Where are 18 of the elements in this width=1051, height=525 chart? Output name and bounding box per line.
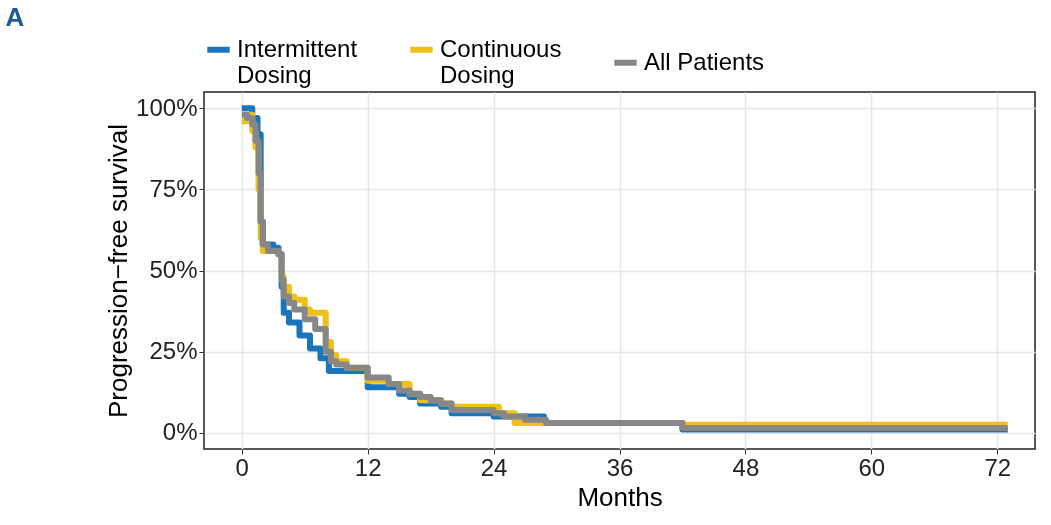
x-tick-label: 48 — [732, 453, 760, 481]
x-tick-label: 12 — [354, 453, 382, 481]
legend-label: All Patients — [644, 47, 765, 75]
x-tick-label: 0 — [235, 453, 249, 481]
chart-title: A — [5, 2, 25, 32]
x-tick-label: 24 — [480, 453, 508, 481]
y-axis-title: Progression−free survival — [103, 123, 134, 419]
y-tick-label: 50% — [149, 256, 198, 283]
x-tick-label: 72 — [984, 453, 1012, 481]
y-tick-label: 75% — [149, 174, 198, 202]
y-tick-label: 100% — [136, 93, 198, 121]
legend-label: Continuous Dosing — [440, 34, 562, 88]
legend-label: Intermittent Dosing — [237, 34, 358, 88]
x-tick-label: 36 — [606, 453, 634, 481]
x-axis-title: Months — [577, 481, 663, 512]
x-tick-label: 60 — [858, 453, 886, 481]
y-tick-label: 0% — [162, 418, 198, 446]
y-tick-label: 25% — [149, 337, 198, 365]
